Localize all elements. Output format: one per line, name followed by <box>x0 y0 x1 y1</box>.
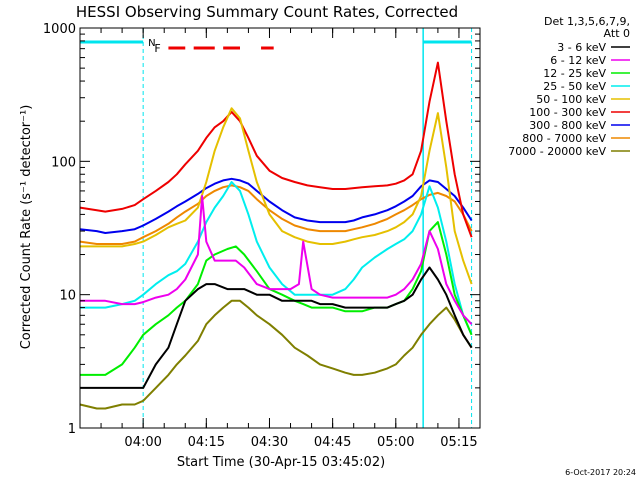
series-line-1 <box>80 266 473 389</box>
y-tick-label: 100 <box>51 155 76 170</box>
x-tick-label: 04:30 <box>251 435 288 450</box>
series-line-5 <box>80 107 473 285</box>
x-tick-label: 05:15 <box>440 435 477 450</box>
flag-marker-label: F <box>154 42 160 55</box>
legend-label: 3 - 6 keV <box>557 41 606 54</box>
x-axis-label: Start Time (30-Apr-15 03:45:02) <box>177 455 385 470</box>
legend-header: Det 1,3,5,6,7,9, <box>544 15 630 28</box>
legend-label: 300 - 800 keV <box>529 119 606 132</box>
legend-header: Att 0 <box>604 27 630 40</box>
y-tick-label: 1000 <box>43 22 76 37</box>
legend-label: 25 - 50 keV <box>543 80 606 93</box>
y-axis: 1 10 100 1000 <box>43 22 480 437</box>
legend-label: 50 - 100 keV <box>536 93 606 106</box>
x-tick-label: 04:00 <box>124 435 161 450</box>
series-line-9 <box>79 299 473 410</box>
x-tick-label: 05:00 <box>377 435 414 450</box>
x-tick-label: 04:15 <box>188 435 225 450</box>
legend-label: 6 - 12 keV <box>550 54 606 67</box>
plot-frame <box>79 27 481 429</box>
y-tick-label: 1 <box>68 422 76 437</box>
legend-label: 12 - 25 keV <box>543 67 606 80</box>
y-axis-label: Corrected Count Rate (s⁻¹ detector⁻¹) <box>19 105 34 350</box>
series-line-2 <box>80 195 473 325</box>
legend-label: 800 - 7000 keV <box>522 132 606 145</box>
plot-area: NF <box>79 28 473 428</box>
chart-title: HESSI Observing Summary Count Rates, Cor… <box>76 3 458 21</box>
x-axis: 04:00 04:15 04:30 04:45 05:00 05:15 <box>79 28 481 450</box>
legend-label: 100 - 300 keV <box>529 106 606 119</box>
series-line-7 <box>79 177 473 234</box>
night-marker-label: N <box>148 38 155 49</box>
x-tick-label: 04:45 <box>314 435 351 450</box>
y-tick-label: 10 <box>59 289 76 304</box>
legend-label: 7000 - 20000 keV <box>508 145 606 158</box>
series-line-4 <box>80 181 473 336</box>
y-axis-label-group: Corrected Count Rate (s⁻¹ detector⁻¹) <box>19 105 34 350</box>
footer-date: 6-Oct-2017 20:24 <box>565 468 636 477</box>
series-line-6 <box>79 61 473 238</box>
